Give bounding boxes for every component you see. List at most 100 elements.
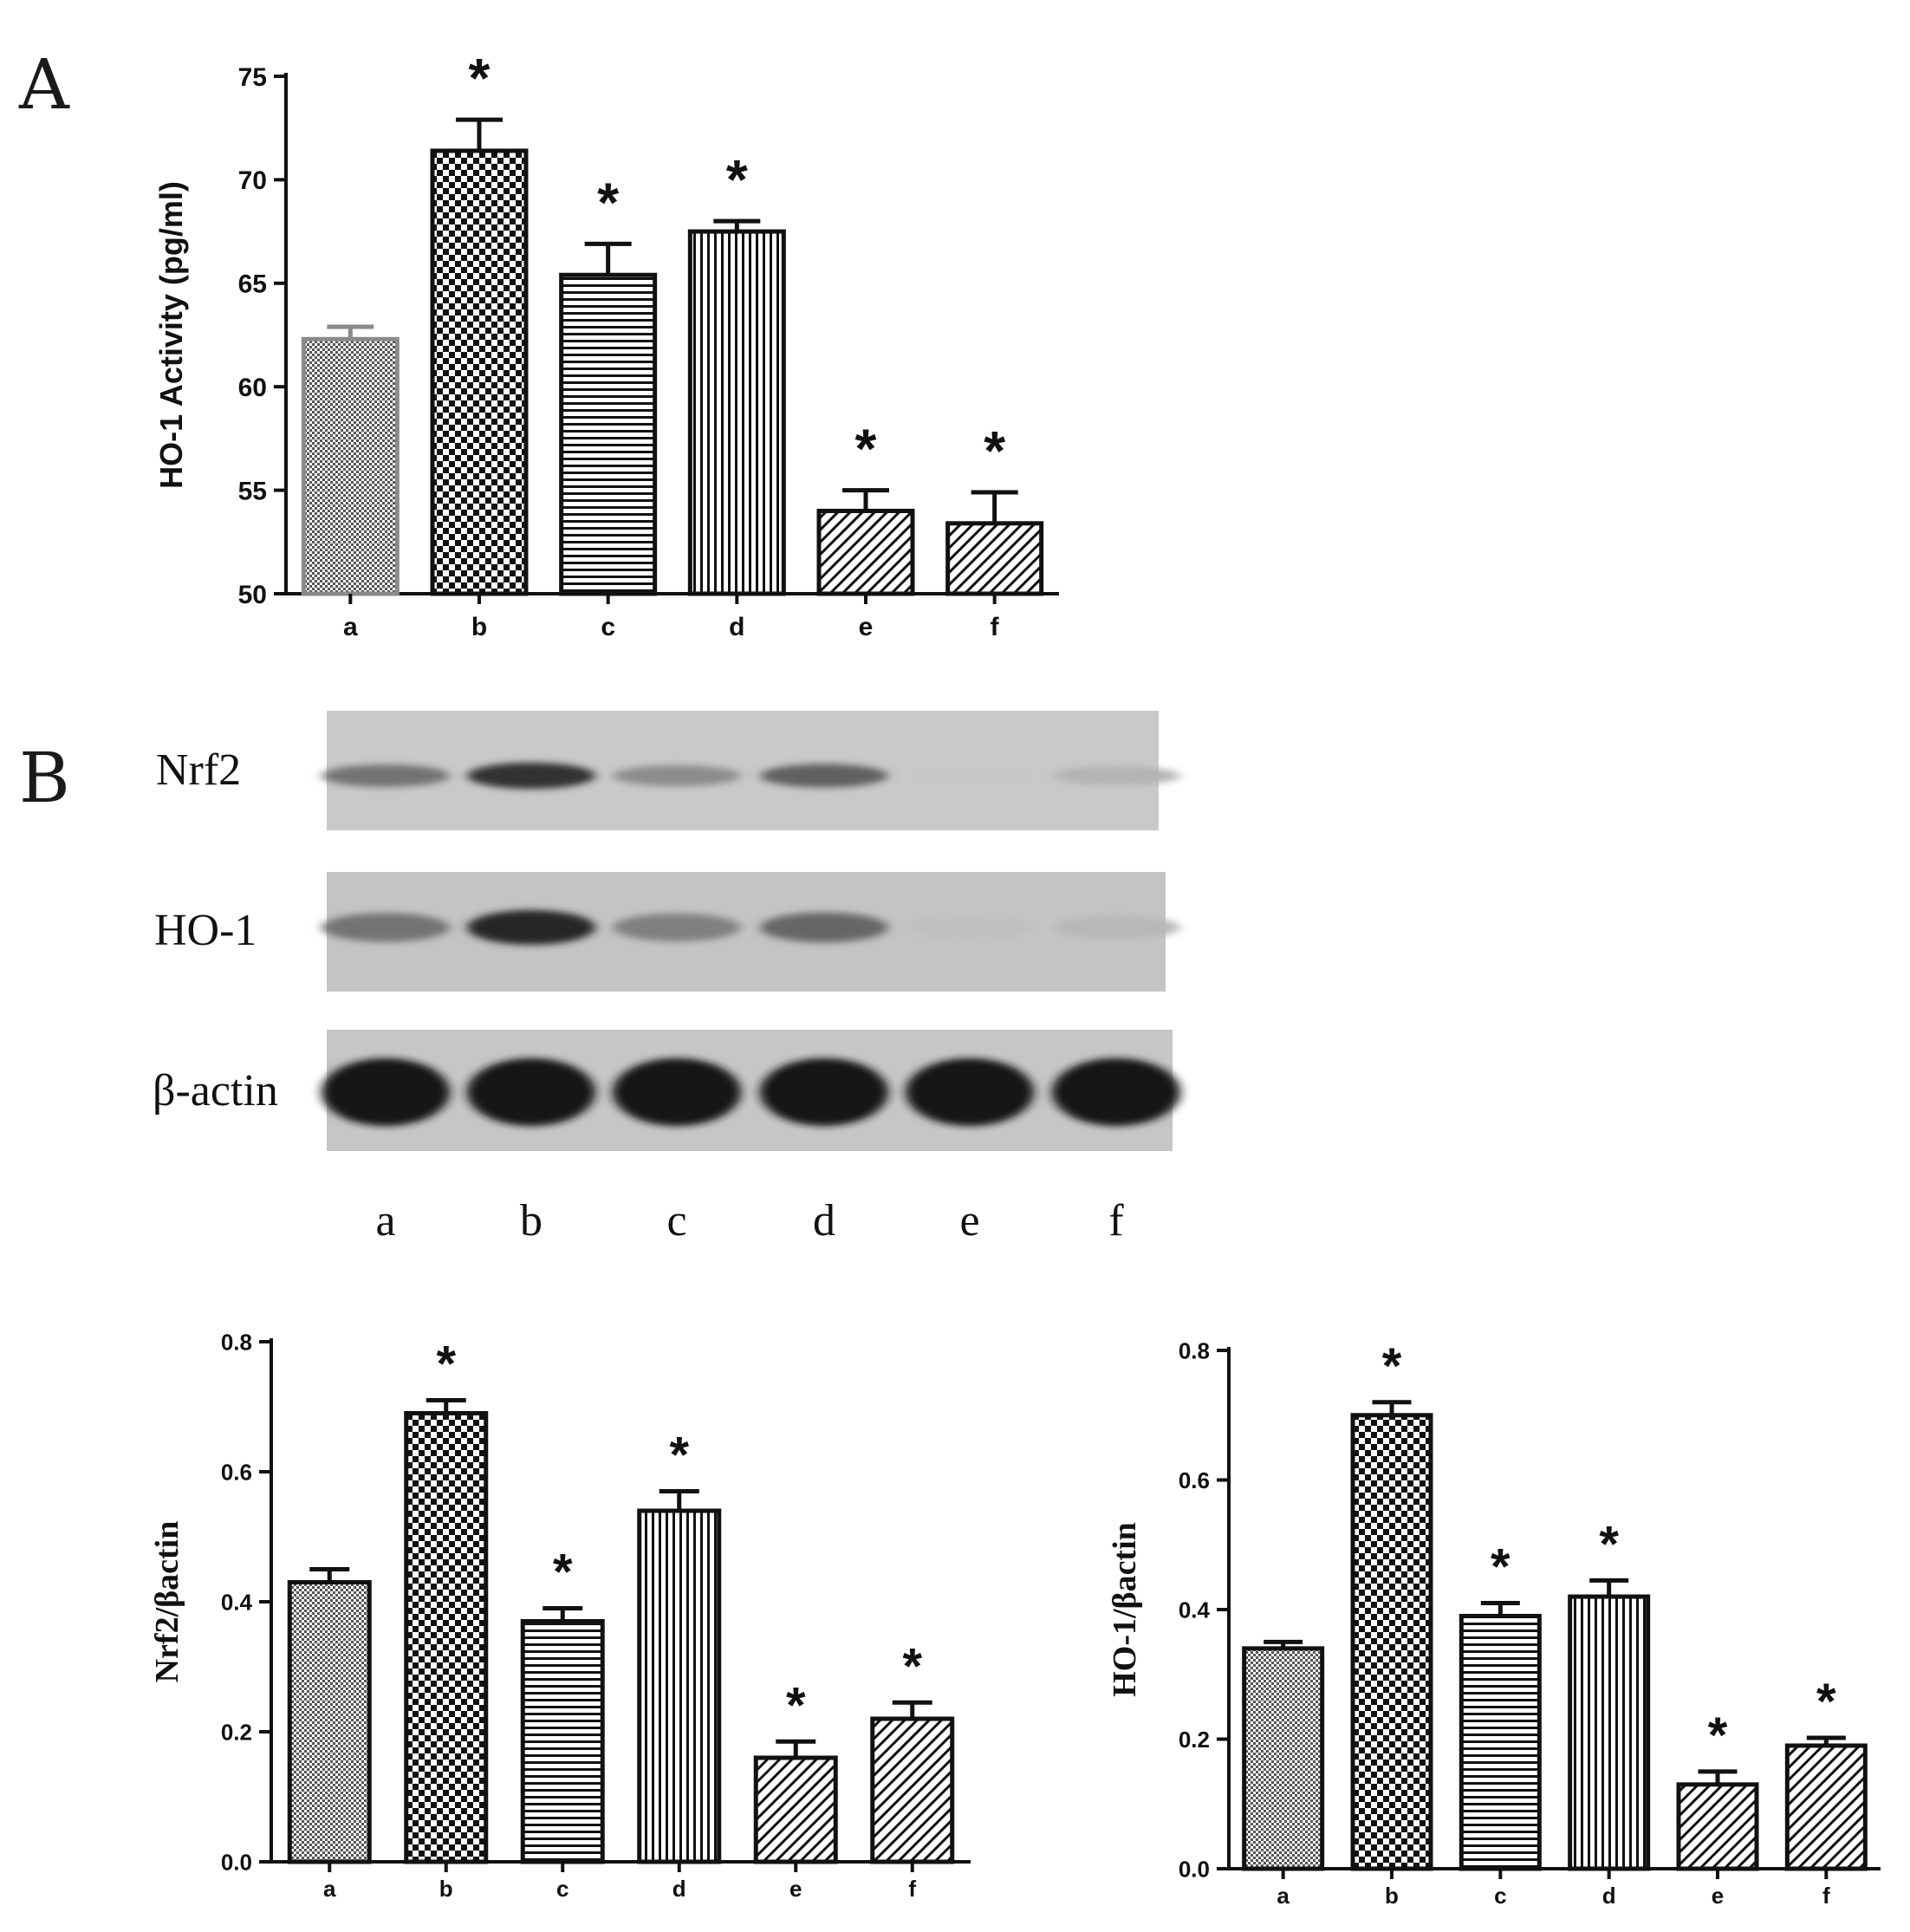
- y-tick-label: 0.8: [221, 1329, 252, 1355]
- y-tick-label: 60: [238, 374, 267, 402]
- bar: [1676, 1782, 1759, 1871]
- x-tick-label: f: [1822, 1883, 1830, 1909]
- x-tick-label: d: [729, 613, 744, 641]
- blot-strip-bactin: [327, 1030, 1173, 1151]
- chart-ho1-activity: 50 55 60 65 70 75 HO-1 Activity (pg/ml) a b * c * d *…: [153, 47, 1059, 641]
- lane-label: f: [1108, 1196, 1124, 1246]
- bar: [753, 1755, 838, 1864]
- y-tick-label: 70: [238, 166, 267, 195]
- panel-label-b: B: [19, 738, 70, 818]
- x-tick-label: f: [991, 613, 1000, 641]
- x-tick-label: f: [908, 1876, 916, 1902]
- blot-strip-nrf2: [327, 711, 1159, 830]
- blot-band: [322, 913, 450, 942]
- significance-marker: *: [1491, 1539, 1510, 1596]
- x-tick-label: b: [1385, 1883, 1399, 1909]
- y-axis-label: HO-1/βactin: [1107, 1522, 1143, 1697]
- bar: [1568, 1594, 1651, 1871]
- blot-label-nrf2: Nrf2: [156, 745, 241, 795]
- bar: [870, 1716, 955, 1864]
- y-axis-label: HO-1 Activity (pg/ml): [153, 181, 189, 489]
- significance-marker: *: [469, 47, 490, 109]
- x-tick-label: a: [1277, 1883, 1290, 1909]
- bar: [404, 1411, 489, 1864]
- blot-band: [1052, 1057, 1180, 1127]
- blot-band: [906, 1057, 1034, 1127]
- x-tick-label: b: [471, 613, 487, 641]
- blot-band: [613, 913, 741, 942]
- y-tick-label: 0.8: [1179, 1337, 1210, 1363]
- blot-strip-ho1: [327, 872, 1166, 992]
- y-tick-label: 0.2: [221, 1719, 252, 1745]
- lane-label: b: [520, 1196, 542, 1246]
- x-tick-label: c: [601, 613, 615, 641]
- y-tick-label: 0.4: [1179, 1597, 1211, 1623]
- blot-band: [760, 1057, 888, 1127]
- significance-marker: *: [553, 1545, 573, 1601]
- significance-marker: *: [669, 1428, 689, 1484]
- bar: [816, 508, 915, 596]
- x-tick-label: c: [556, 1876, 568, 1902]
- bar: [1242, 1646, 1325, 1871]
- western-blot: Nrf2 HO-1 β-actin a b c d e f: [153, 711, 1180, 1246]
- y-tick-label: 0.6: [221, 1459, 252, 1485]
- bar: [637, 1508, 722, 1864]
- panel-label-a: A: [18, 44, 70, 125]
- significance-marker: *: [786, 1677, 806, 1734]
- lane-label: d: [813, 1196, 835, 1246]
- y-tick-label: 50: [238, 581, 267, 609]
- blot-band: [322, 764, 450, 788]
- significance-marker: *: [855, 418, 877, 480]
- blot-label-bactin: β-actin: [153, 1066, 278, 1116]
- significance-marker: *: [984, 420, 1005, 482]
- y-tick-label: 0.4: [221, 1589, 253, 1615]
- chart-ho1-ratio: 0.0 0.2 0.4 0.6 0.8 HO-1/βactin a b * c * d * e * f *: [1107, 1337, 1881, 1909]
- significance-marker: *: [726, 148, 748, 211]
- y-axis-label: Nrf2/βactin: [149, 1521, 185, 1683]
- bar: [687, 229, 786, 596]
- significance-marker: *: [902, 1638, 922, 1695]
- lane-label: c: [666, 1196, 686, 1246]
- blot-band: [1052, 915, 1180, 940]
- y-tick-label: 65: [238, 270, 267, 299]
- y-tick-label: 0.2: [1179, 1727, 1210, 1753]
- significance-marker: *: [1708, 1708, 1728, 1764]
- y-tick-label: 75: [238, 63, 267, 92]
- blot-band: [467, 910, 595, 945]
- blot-band: [467, 1057, 595, 1127]
- chart-nrf2-ratio: 0.0 0.2 0.4 0.6 0.8 Nrf2/βactin a b * c * d * e * f *: [149, 1329, 971, 1902]
- blot-band: [1052, 766, 1180, 785]
- x-tick-label: e: [789, 1876, 802, 1902]
- blot-band: [467, 762, 595, 790]
- bar: [1784, 1743, 1868, 1871]
- lane-label: a: [375, 1196, 395, 1246]
- y-tick-label: 0.0: [221, 1849, 252, 1875]
- y-tick-label: 55: [238, 477, 267, 505]
- bar: [430, 148, 529, 596]
- significance-marker: *: [1816, 1674, 1836, 1730]
- y-tick-label: 0.0: [1179, 1856, 1210, 1882]
- blot-band: [613, 1057, 741, 1127]
- blot-band: [322, 1057, 450, 1127]
- significance-marker: *: [1599, 1516, 1619, 1572]
- x-tick-label: c: [1494, 1883, 1506, 1909]
- significance-marker: *: [436, 1337, 456, 1393]
- bar: [945, 521, 1044, 596]
- x-tick-label: e: [859, 613, 874, 641]
- blot-label-ho1: HO-1: [154, 906, 257, 955]
- bar: [559, 272, 658, 596]
- blot-band: [906, 766, 1034, 785]
- significance-marker: *: [597, 171, 619, 233]
- lane-label: e: [959, 1196, 979, 1246]
- x-tick-label: d: [672, 1876, 686, 1902]
- x-tick-label: d: [1602, 1883, 1616, 1909]
- bar: [1350, 1413, 1433, 1871]
- blot-band: [906, 915, 1034, 940]
- x-tick-label: e: [1712, 1883, 1724, 1909]
- y-tick-label: 0.6: [1179, 1467, 1210, 1493]
- bar: [520, 1619, 605, 1864]
- bar: [1458, 1613, 1542, 1871]
- x-tick-label: a: [323, 1876, 336, 1902]
- blot-band: [760, 764, 888, 788]
